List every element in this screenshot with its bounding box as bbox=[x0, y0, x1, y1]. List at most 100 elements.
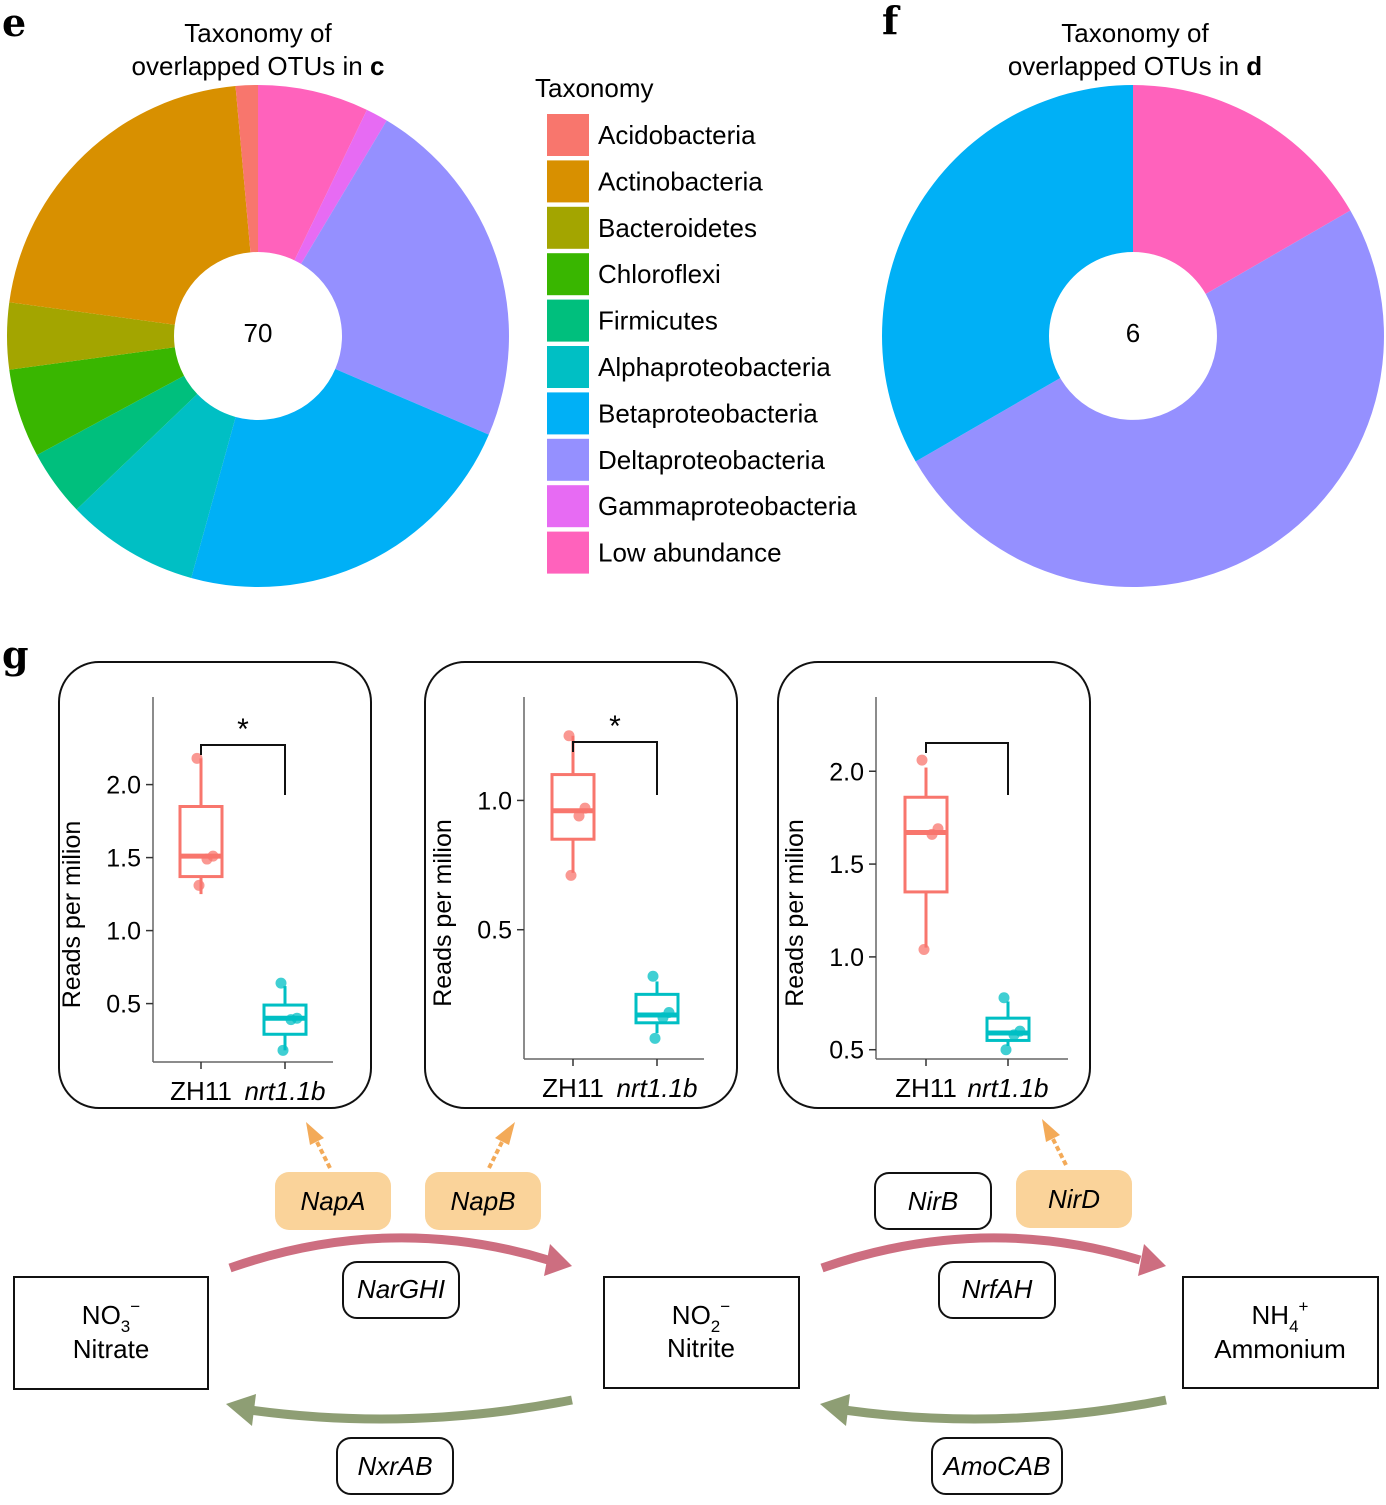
data-point bbox=[579, 802, 591, 814]
pie-chart-e bbox=[6, 85, 510, 587]
legend-item-low-abundance: Low abundance bbox=[547, 531, 782, 574]
y-tick-label: 1.0 bbox=[106, 918, 141, 946]
box-nrt1-1b bbox=[634, 970, 680, 1044]
y-axis-label: Reads per milion bbox=[781, 819, 809, 1007]
gene-label-nrfah: NrfAH bbox=[938, 1261, 1056, 1319]
legend-item-chloroflexi: Chloroflexi bbox=[547, 253, 721, 296]
legend-label: Acidobacteria bbox=[598, 120, 756, 150]
legend-label: Chloroflexi bbox=[598, 259, 721, 289]
legend-label: Deltaproteobacteria bbox=[598, 445, 825, 475]
data-point bbox=[918, 943, 930, 955]
legend-item-actinobacteria: Actinobacteria bbox=[547, 160, 763, 203]
gene-label-napa: NapA bbox=[275, 1172, 391, 1230]
pie-slice-firmicutes bbox=[36, 375, 198, 510]
legend-swatch bbox=[547, 531, 589, 574]
legend-item-bacteroidetes: Bacteroidetes bbox=[547, 206, 757, 249]
node-ammonium: NH4+ Ammonium bbox=[1182, 1276, 1379, 1389]
data-point bbox=[191, 752, 203, 764]
gene-label-nirb: NirB bbox=[874, 1172, 992, 1230]
pie-f-center-label: 6 bbox=[1126, 318, 1140, 348]
data-point bbox=[291, 1012, 303, 1024]
panel-letter-f: f bbox=[882, 0, 901, 43]
node-nitrate-formula: NO3− bbox=[82, 1297, 140, 1336]
boxplot-nird: 0.5 1.0 1.5 2.0 Reads per milion ZH11 nrt1.1b bbox=[777, 661, 1091, 1109]
gene-text-napb: NapB bbox=[450, 1186, 515, 1216]
pie-slice-bacteroidetes bbox=[6, 302, 175, 370]
pie-f-title-prefix: overlapped OTUs in bbox=[1008, 51, 1246, 81]
gene-text-nrfah: NrfAH bbox=[962, 1274, 1033, 1304]
node-ammonium-formula: NH4+ bbox=[1252, 1297, 1309, 1336]
legend-label: Betaproteobacteria bbox=[598, 398, 818, 428]
boxplot-panels: 0.5 1.0 1.5 2.0 Reads per milion ZH11 nrt1.1b *… bbox=[58, 661, 1091, 1109]
gene-label-nxrab: NxrAB bbox=[336, 1437, 454, 1495]
panel-letter-g: g bbox=[2, 632, 29, 677]
y-tick-label: 1.0 bbox=[829, 944, 864, 972]
legend-swatch bbox=[547, 114, 589, 156]
x-tick-label-nrt1-1b: nrt1.1b bbox=[968, 1073, 1049, 1103]
legend-swatch bbox=[547, 346, 589, 388]
legend-swatch bbox=[547, 392, 589, 435]
node-ammonium-name: Ammonium bbox=[1214, 1334, 1345, 1364]
box-iqr bbox=[178, 805, 224, 879]
pie-f-title-line2: overlapped OTUs in d bbox=[1008, 51, 1262, 81]
data-point bbox=[275, 977, 287, 989]
gene-text-nird: NirD bbox=[1048, 1184, 1100, 1214]
pie-f-title-bold: d bbox=[1246, 51, 1262, 81]
legend-title: Taxonomy bbox=[535, 73, 654, 103]
data-point bbox=[207, 850, 219, 862]
pie-slice-low-abundance bbox=[258, 85, 367, 261]
data-point bbox=[1000, 1044, 1012, 1056]
x-tick-label-nrt1-1b: nrt1.1b bbox=[617, 1073, 698, 1103]
legend-label: Low abundance bbox=[598, 538, 782, 568]
data-point bbox=[916, 754, 928, 766]
significance-bracket bbox=[925, 742, 1009, 795]
legend-item-gammaproteobacteria: Gammaproteobacteria bbox=[547, 485, 857, 528]
connector-arrow-nird bbox=[1042, 1119, 1068, 1166]
gene-text-nxrab: NxrAB bbox=[357, 1451, 432, 1481]
boxplot-frame bbox=[58, 661, 372, 1109]
node-nitrite-name: Nitrite bbox=[667, 1333, 735, 1363]
pie-slice-actinobacteria bbox=[9, 86, 251, 325]
legend-label: Firmicutes bbox=[598, 306, 718, 336]
legend-label: Alphaproteobacteria bbox=[598, 352, 831, 382]
box-nrt1-1b bbox=[985, 992, 1031, 1056]
gene-label-napb: NapB bbox=[425, 1172, 541, 1230]
data-point bbox=[663, 1006, 675, 1018]
legend-swatch bbox=[547, 253, 589, 296]
data-point bbox=[932, 823, 944, 835]
y-tick-label: 1.0 bbox=[477, 787, 512, 815]
legend-swatch bbox=[547, 206, 589, 249]
significance-bracket bbox=[572, 741, 658, 795]
gene-text-nirb: NirB bbox=[908, 1186, 959, 1216]
pie-slice-betaproteobacteria bbox=[191, 369, 489, 587]
x-tick-label-nrt1-1b: nrt1.1b bbox=[245, 1076, 326, 1106]
data-point bbox=[573, 810, 585, 822]
legend-item-acidobacteria: Acidobacteria bbox=[547, 114, 756, 156]
connector-arrow-napa bbox=[306, 1122, 332, 1169]
gene-text-napa: NapA bbox=[300, 1186, 365, 1216]
reverse-arrow-nitrite-nitrate bbox=[226, 1394, 573, 1426]
legend-swatch bbox=[547, 299, 589, 342]
significance-bracket bbox=[200, 744, 286, 795]
pie-f-title-line1: Taxonomy of bbox=[1061, 18, 1209, 48]
y-tick-label: 0.5 bbox=[477, 917, 512, 945]
y-tick-label: 1.5 bbox=[106, 845, 141, 873]
significance-star: * bbox=[609, 710, 621, 743]
pie-chart-f bbox=[882, 85, 1384, 587]
pie-slice-alphaproteobacteria bbox=[76, 394, 236, 578]
pie-slice-deltaproteobacteria bbox=[915, 210, 1384, 587]
y-axis-label: Reads per milion bbox=[58, 821, 86, 1009]
gene-label-narghi: NarGHI bbox=[342, 1261, 460, 1319]
data-point bbox=[563, 730, 575, 742]
pie-e-title-bold: c bbox=[370, 51, 384, 81]
data-point bbox=[193, 879, 205, 891]
data-point bbox=[277, 1044, 289, 1056]
data-point bbox=[565, 869, 577, 881]
legend-item-deltaproteobacteria: Deltaproteobacteria bbox=[547, 438, 825, 481]
pie-slice-gammaproteobacteria bbox=[294, 109, 387, 264]
y-tick-label: 1.5 bbox=[829, 851, 864, 879]
connector-arrow-napb bbox=[487, 1122, 515, 1169]
pie-slice-deltaproteobacteria bbox=[301, 120, 510, 435]
pie-slice-chloroflexi bbox=[9, 347, 185, 455]
boxplot-frame bbox=[424, 661, 738, 1109]
